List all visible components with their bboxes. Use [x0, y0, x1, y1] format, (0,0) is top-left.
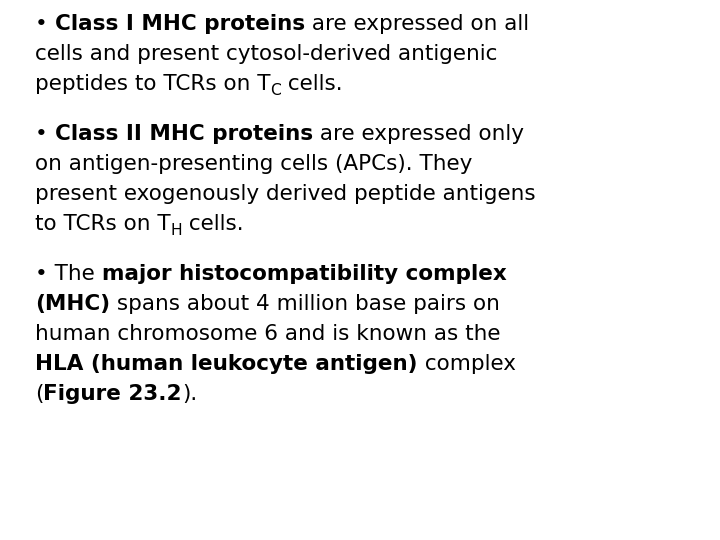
Text: are expressed on all: are expressed on all — [305, 14, 529, 34]
Text: major histocompatibility complex: major histocompatibility complex — [102, 264, 506, 284]
Text: Class II MHC proteins: Class II MHC proteins — [55, 124, 312, 144]
Text: H: H — [171, 223, 182, 238]
Text: cells and present cytosol-derived antigenic: cells and present cytosol-derived antige… — [35, 44, 498, 64]
Text: cells.: cells. — [182, 214, 244, 234]
Text: (: ( — [35, 384, 43, 404]
Text: Figure 23.2: Figure 23.2 — [43, 384, 182, 404]
Text: •: • — [35, 14, 55, 34]
Text: Class I MHC proteins: Class I MHC proteins — [55, 14, 305, 34]
Text: complex: complex — [418, 354, 516, 374]
Text: • The: • The — [35, 264, 102, 284]
Text: •: • — [35, 124, 55, 144]
Text: C: C — [271, 83, 282, 98]
Text: peptides to TCRs on T: peptides to TCRs on T — [35, 74, 271, 94]
Text: present exogenously derived peptide antigens: present exogenously derived peptide anti… — [35, 184, 536, 204]
Text: cells.: cells. — [282, 74, 343, 94]
Text: HLA (human leukocyte antigen): HLA (human leukocyte antigen) — [35, 354, 418, 374]
Text: are expressed only: are expressed only — [312, 124, 523, 144]
Text: ).: ). — [182, 384, 197, 404]
Text: (MHC): (MHC) — [35, 294, 110, 314]
Text: to TCRs on T: to TCRs on T — [35, 214, 171, 234]
Text: on antigen-presenting cells (APCs). They: on antigen-presenting cells (APCs). They — [35, 154, 472, 174]
Text: human chromosome 6 and is known as the: human chromosome 6 and is known as the — [35, 324, 500, 344]
Text: spans about 4 million base pairs on: spans about 4 million base pairs on — [110, 294, 500, 314]
